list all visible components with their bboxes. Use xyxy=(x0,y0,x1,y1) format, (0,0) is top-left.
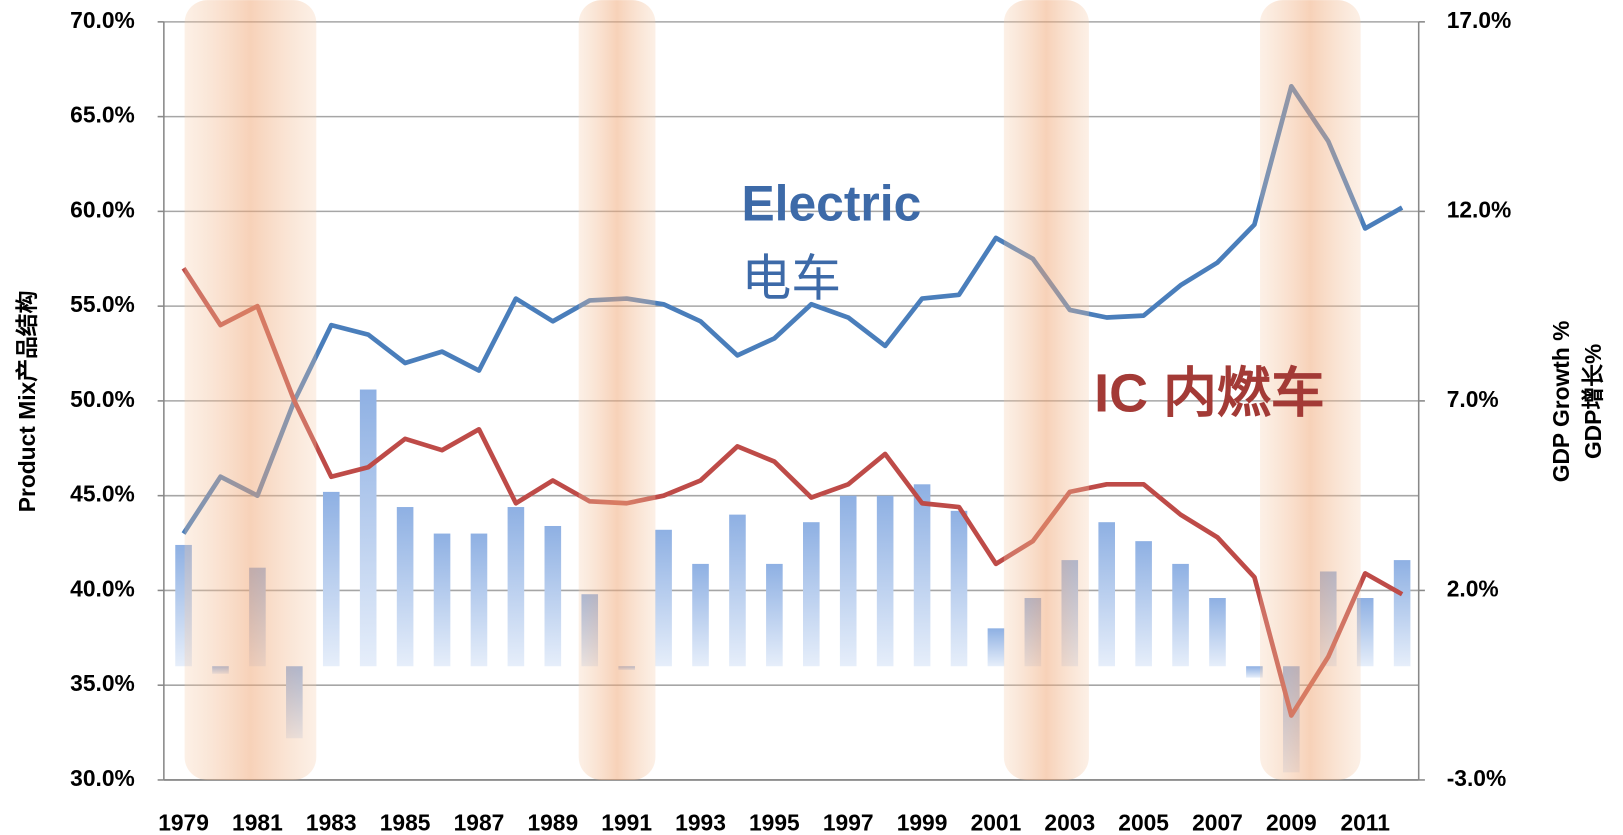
bar xyxy=(396,507,414,667)
x-tick-label: 2003 xyxy=(1044,810,1095,835)
bar xyxy=(618,666,635,671)
y-tick-label: 70.0% xyxy=(70,7,135,33)
bar xyxy=(212,666,229,674)
x-tick-label: 1983 xyxy=(306,810,357,835)
y2-tick-label: -3.0% xyxy=(1447,765,1507,791)
x-tick-label: 2005 xyxy=(1118,810,1169,835)
y-tick-label: 30.0% xyxy=(70,765,135,791)
x-tick-label: 1997 xyxy=(823,810,874,835)
bar xyxy=(1172,563,1189,667)
bar xyxy=(729,514,746,667)
bar xyxy=(1246,666,1263,678)
x-tick-label: 1989 xyxy=(527,810,578,835)
bar xyxy=(581,594,599,667)
bar xyxy=(913,484,931,667)
line xyxy=(181,266,1404,718)
bar xyxy=(1135,541,1152,667)
bar xyxy=(1283,666,1300,773)
bar xyxy=(433,533,451,667)
bar xyxy=(507,507,525,667)
line xyxy=(181,83,1404,535)
x-tick-label: 1987 xyxy=(454,810,505,835)
x-tick-label: 1999 xyxy=(897,810,948,835)
x-tick-label: 2007 xyxy=(1192,810,1243,835)
y-tick-label: 55.0% xyxy=(70,291,135,317)
y2-axis-title: GDP增长% xyxy=(1580,344,1606,459)
x-tick-label: 1979 xyxy=(158,810,209,835)
bars xyxy=(175,389,1411,773)
bar xyxy=(987,628,1005,667)
annotation: Electric xyxy=(741,176,921,232)
bar xyxy=(1098,522,1115,667)
bar xyxy=(322,491,340,667)
grid xyxy=(157,21,1425,781)
x-tick-label: 1993 xyxy=(675,810,726,835)
x-tick-label: 1991 xyxy=(601,810,652,835)
lines xyxy=(181,83,1404,718)
bar xyxy=(839,495,857,667)
bar xyxy=(1024,598,1042,667)
y-tick-label: 35.0% xyxy=(70,670,135,696)
bar xyxy=(286,666,303,739)
y-tick-label: 60.0% xyxy=(70,196,135,222)
x-tick-label: 1981 xyxy=(232,810,283,835)
y-tick-label: 50.0% xyxy=(70,386,135,412)
bar xyxy=(544,525,562,667)
annotation: IC 内燃车 xyxy=(1094,364,1325,424)
bar xyxy=(1061,560,1079,667)
y-axis-title: Product Mix产品结构 xyxy=(14,291,40,513)
x-tick-label: 1985 xyxy=(380,810,431,835)
y2-tick-label: 7.0% xyxy=(1447,386,1499,412)
bar xyxy=(175,544,192,667)
bar xyxy=(470,533,488,667)
y2-tick-label: 2.0% xyxy=(1447,575,1499,601)
bar xyxy=(692,563,709,667)
bar xyxy=(950,510,968,667)
bar xyxy=(1209,598,1226,667)
y-tick-label: 45.0% xyxy=(70,481,135,507)
bar xyxy=(249,567,266,667)
annotation: 电车 xyxy=(741,250,841,306)
x-tick-label: 2001 xyxy=(971,810,1022,835)
x-tick-label: 2011 xyxy=(1340,810,1390,835)
labels: 30.0% 35.0% 40.0% 45.0% 50.0% 55.0% 60.0% 65.0%… xyxy=(70,7,1511,835)
y-tick-label: 65.0% xyxy=(70,102,135,128)
bar xyxy=(802,522,820,667)
y2-axis-title: GDP Growth % xyxy=(1548,321,1574,483)
bar xyxy=(655,529,672,667)
bar xyxy=(359,389,377,667)
bar xyxy=(766,563,783,667)
x-tick-label: 1995 xyxy=(749,810,800,835)
bar xyxy=(876,495,894,667)
x-tick-label: 2009 xyxy=(1266,810,1317,835)
y-tick-label: 40.0% xyxy=(70,575,135,601)
bar xyxy=(1356,598,1374,667)
y2-tick-label: 17.0% xyxy=(1447,7,1512,33)
y2-tick-label: 12.0% xyxy=(1447,196,1512,222)
bar xyxy=(1393,560,1411,667)
